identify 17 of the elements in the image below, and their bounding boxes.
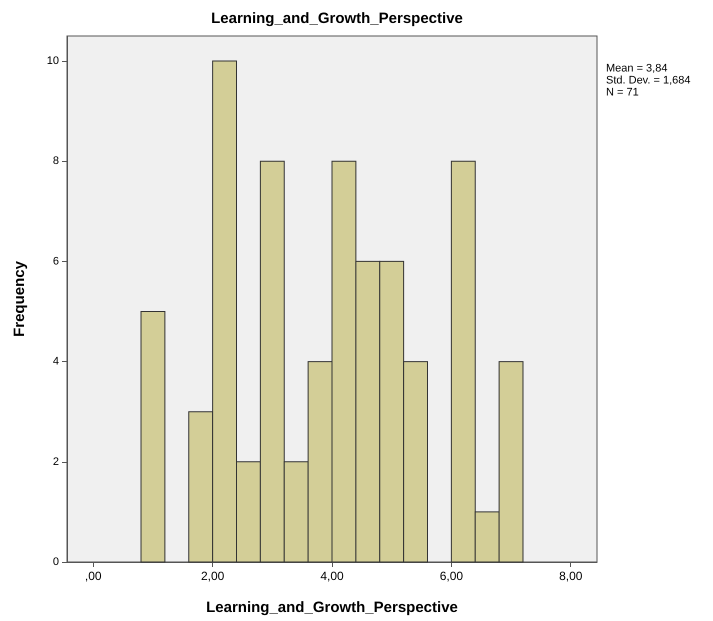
x-tick-label: 8,00 [559, 569, 583, 583]
text: N = 71 [606, 86, 639, 98]
y-tick-label: 2 [52, 456, 59, 468]
y-tick-label: 6 [52, 255, 59, 268]
y-tick-label: 0 [52, 556, 59, 568]
y-tick-label: 10 [46, 55, 59, 68]
text: Mean = 3,84 [606, 62, 668, 74]
y-axis-title: Frequency [11, 260, 28, 337]
chart-title: Learning_and_Growth_Perspective [211, 10, 463, 27]
x-tick-label: ,00 [84, 569, 102, 583]
y-tick-label: 8 [52, 155, 59, 168]
y-tick-label: 4 [52, 356, 59, 368]
x-tick-label: 4,00 [320, 569, 344, 583]
x-tick-label: 6,00 [440, 569, 464, 583]
x-axis-title: Learning_and_Growth_Perspective [206, 599, 458, 616]
text: Std. Dev. = 1,684 [606, 74, 690, 86]
x-tick-label: 2,00 [200, 569, 225, 583]
